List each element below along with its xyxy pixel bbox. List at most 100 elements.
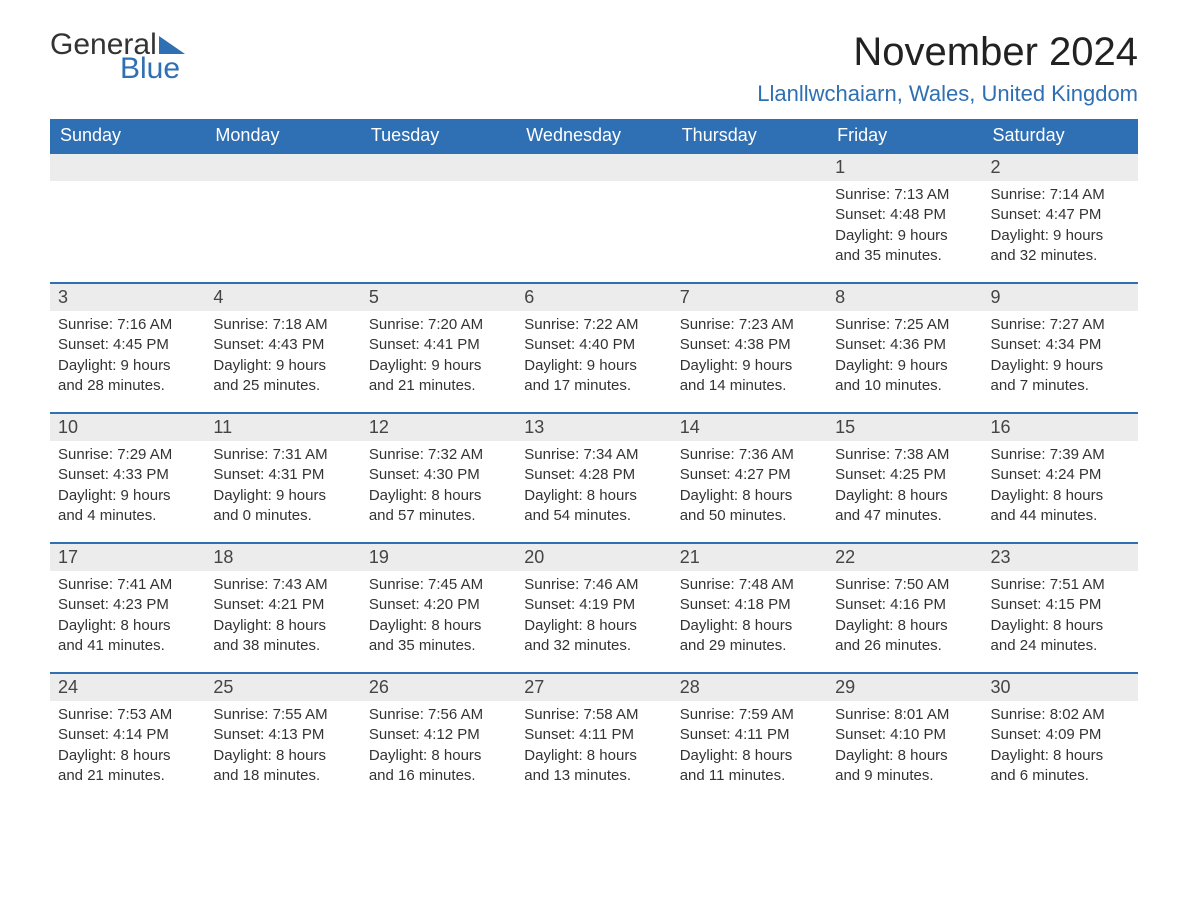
daylight-line-1: Daylight: 8 hours <box>680 746 819 766</box>
sunrise-line: Sunrise: 7:25 AM <box>835 315 974 335</box>
sunrise-line: Sunrise: 7:38 AM <box>835 445 974 465</box>
daylight-line-1: Daylight: 8 hours <box>991 486 1130 506</box>
day-number: 22 <box>827 542 982 571</box>
sunset-line: Sunset: 4:24 PM <box>991 465 1130 485</box>
daylight-line-2: and 9 minutes. <box>835 766 974 786</box>
sunrise-line: Sunrise: 7:31 AM <box>213 445 352 465</box>
sunset-line: Sunset: 4:13 PM <box>213 725 352 745</box>
day-number: 3 <box>50 282 205 311</box>
sunrise-line: Sunrise: 7:56 AM <box>369 705 508 725</box>
sunrise-line: Sunrise: 7:27 AM <box>991 315 1130 335</box>
daylight-line-2: and 57 minutes. <box>369 506 508 526</box>
calendar-cell: 14Sunrise: 7:36 AMSunset: 4:27 PMDayligh… <box>672 412 827 542</box>
daylight-line-2: and 54 minutes. <box>524 506 663 526</box>
calendar-cell: 26Sunrise: 7:56 AMSunset: 4:12 PMDayligh… <box>361 672 516 802</box>
day-body: Sunrise: 7:51 AMSunset: 4:15 PMDaylight:… <box>983 571 1138 670</box>
daylight-line-1: Daylight: 9 hours <box>991 356 1130 376</box>
sunset-line: Sunset: 4:36 PM <box>835 335 974 355</box>
calendar-cell: 30Sunrise: 8:02 AMSunset: 4:09 PMDayligh… <box>983 672 1138 802</box>
day-number: 11 <box>205 412 360 441</box>
calendar-cell: 17Sunrise: 7:41 AMSunset: 4:23 PMDayligh… <box>50 542 205 672</box>
daylight-line-2: and 0 minutes. <box>213 506 352 526</box>
day-number: 9 <box>983 282 1138 311</box>
day-number: 13 <box>516 412 671 441</box>
calendar-cell <box>672 152 827 282</box>
day-number: 20 <box>516 542 671 571</box>
sunset-line: Sunset: 4:18 PM <box>680 595 819 615</box>
sunrise-line: Sunrise: 7:29 AM <box>58 445 197 465</box>
sunset-line: Sunset: 4:14 PM <box>58 725 197 745</box>
day-header: Tuesday <box>361 119 516 152</box>
calendar-cell: 25Sunrise: 7:55 AMSunset: 4:13 PMDayligh… <box>205 672 360 802</box>
day-body: Sunrise: 8:02 AMSunset: 4:09 PMDaylight:… <box>983 701 1138 800</box>
calendar-cell: 23Sunrise: 7:51 AMSunset: 4:15 PMDayligh… <box>983 542 1138 672</box>
sunrise-line: Sunrise: 7:20 AM <box>369 315 508 335</box>
sunrise-line: Sunrise: 7:53 AM <box>58 705 197 725</box>
sunset-line: Sunset: 4:10 PM <box>835 725 974 745</box>
day-body: Sunrise: 8:01 AMSunset: 4:10 PMDaylight:… <box>827 701 982 800</box>
sunset-line: Sunset: 4:47 PM <box>991 205 1130 225</box>
daylight-line-2: and 32 minutes. <box>991 246 1130 266</box>
calendar-row: 24Sunrise: 7:53 AMSunset: 4:14 PMDayligh… <box>50 672 1138 802</box>
day-number: 27 <box>516 672 671 701</box>
daylight-line-1: Daylight: 8 hours <box>680 486 819 506</box>
daylight-line-2: and 41 minutes. <box>58 636 197 656</box>
calendar-cell: 5Sunrise: 7:20 AMSunset: 4:41 PMDaylight… <box>361 282 516 412</box>
calendar-cell: 6Sunrise: 7:22 AMSunset: 4:40 PMDaylight… <box>516 282 671 412</box>
daylight-line-1: Daylight: 8 hours <box>835 486 974 506</box>
sunrise-line: Sunrise: 7:32 AM <box>369 445 508 465</box>
daylight-line-1: Daylight: 8 hours <box>991 746 1130 766</box>
calendar-cell <box>50 152 205 282</box>
daylight-line-1: Daylight: 9 hours <box>991 226 1130 246</box>
calendar-cell: 1Sunrise: 7:13 AMSunset: 4:48 PMDaylight… <box>827 152 982 282</box>
sunset-line: Sunset: 4:12 PM <box>369 725 508 745</box>
sunrise-line: Sunrise: 7:51 AM <box>991 575 1130 595</box>
daylight-line-2: and 21 minutes. <box>369 376 508 396</box>
sunset-line: Sunset: 4:09 PM <box>991 725 1130 745</box>
day-body: Sunrise: 7:38 AMSunset: 4:25 PMDaylight:… <box>827 441 982 540</box>
title-block: November 2024 Llanllwchaiarn, Wales, Uni… <box>757 30 1138 107</box>
sunrise-line: Sunrise: 7:34 AM <box>524 445 663 465</box>
daylight-line-2: and 29 minutes. <box>680 636 819 656</box>
day-body: Sunrise: 7:22 AMSunset: 4:40 PMDaylight:… <box>516 311 671 410</box>
sunset-line: Sunset: 4:21 PM <box>213 595 352 615</box>
day-number: 25 <box>205 672 360 701</box>
day-body: Sunrise: 7:46 AMSunset: 4:19 PMDaylight:… <box>516 571 671 670</box>
daylight-line-2: and 13 minutes. <box>524 766 663 786</box>
daylight-line-1: Daylight: 9 hours <box>835 356 974 376</box>
day-number: 28 <box>672 672 827 701</box>
calendar-cell: 27Sunrise: 7:58 AMSunset: 4:11 PMDayligh… <box>516 672 671 802</box>
sunrise-line: Sunrise: 7:39 AM <box>991 445 1130 465</box>
sunset-line: Sunset: 4:34 PM <box>991 335 1130 355</box>
sunset-line: Sunset: 4:19 PM <box>524 595 663 615</box>
calendar-table: SundayMondayTuesdayWednesdayThursdayFrid… <box>50 119 1138 802</box>
calendar-cell <box>516 152 671 282</box>
sunrise-line: Sunrise: 7:23 AM <box>680 315 819 335</box>
day-body: Sunrise: 7:20 AMSunset: 4:41 PMDaylight:… <box>361 311 516 410</box>
daylight-line-2: and 11 minutes. <box>680 766 819 786</box>
daylight-line-1: Daylight: 8 hours <box>524 616 663 636</box>
calendar-cell: 24Sunrise: 7:53 AMSunset: 4:14 PMDayligh… <box>50 672 205 802</box>
calendar-cell: 28Sunrise: 7:59 AMSunset: 4:11 PMDayligh… <box>672 672 827 802</box>
calendar-cell: 8Sunrise: 7:25 AMSunset: 4:36 PMDaylight… <box>827 282 982 412</box>
daylight-line-2: and 4 minutes. <box>58 506 197 526</box>
daylight-line-1: Daylight: 8 hours <box>369 616 508 636</box>
daylight-line-1: Daylight: 8 hours <box>524 486 663 506</box>
day-number: 23 <box>983 542 1138 571</box>
daylight-line-1: Daylight: 8 hours <box>835 746 974 766</box>
daylight-line-1: Daylight: 8 hours <box>680 616 819 636</box>
day-body: Sunrise: 7:56 AMSunset: 4:12 PMDaylight:… <box>361 701 516 800</box>
sunset-line: Sunset: 4:16 PM <box>835 595 974 615</box>
day-number: 12 <box>361 412 516 441</box>
calendar-row: 3Sunrise: 7:16 AMSunset: 4:45 PMDaylight… <box>50 282 1138 412</box>
sunset-line: Sunset: 4:28 PM <box>524 465 663 485</box>
calendar-cell: 11Sunrise: 7:31 AMSunset: 4:31 PMDayligh… <box>205 412 360 542</box>
calendar-cell: 16Sunrise: 7:39 AMSunset: 4:24 PMDayligh… <box>983 412 1138 542</box>
sunset-line: Sunset: 4:43 PM <box>213 335 352 355</box>
daylight-line-2: and 38 minutes. <box>213 636 352 656</box>
daylight-line-1: Daylight: 9 hours <box>58 356 197 376</box>
daylight-line-1: Daylight: 9 hours <box>213 356 352 376</box>
day-header: Thursday <box>672 119 827 152</box>
daylight-line-2: and 10 minutes. <box>835 376 974 396</box>
daylight-line-2: and 16 minutes. <box>369 766 508 786</box>
